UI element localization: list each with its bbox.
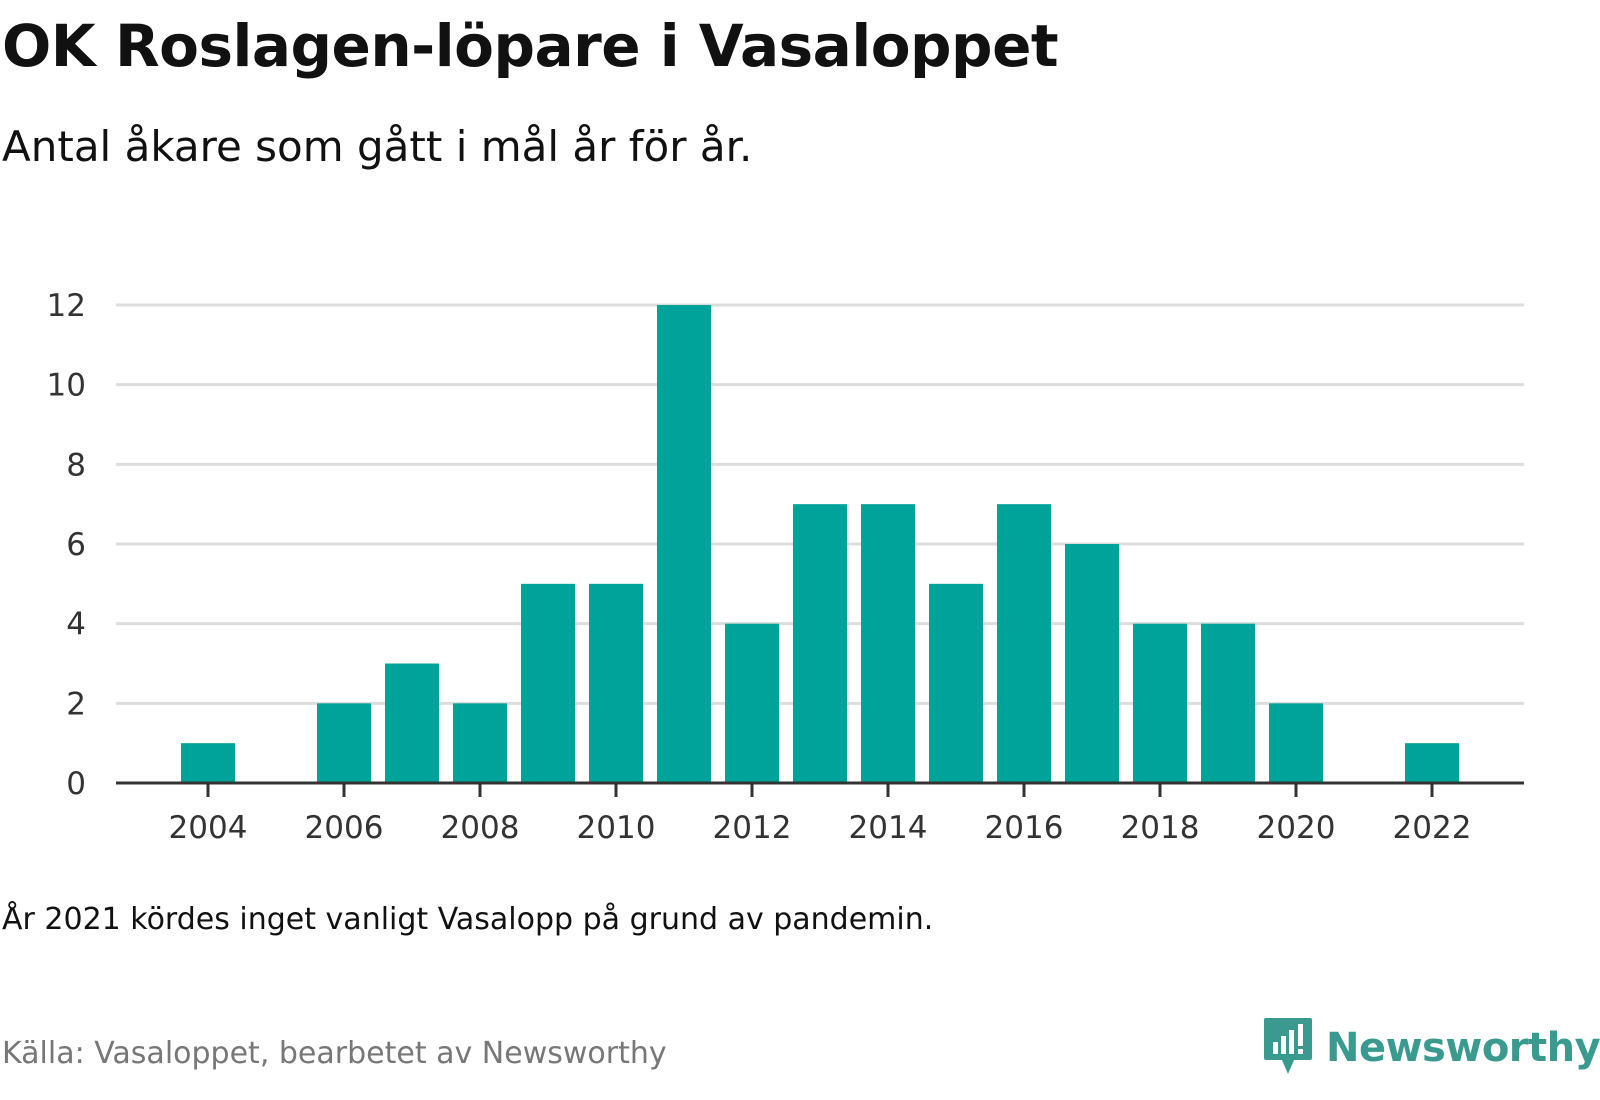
y-tick-label-4: 4 xyxy=(66,607,86,643)
x-tick-label-2006: 2006 xyxy=(305,810,384,846)
bar-2008 xyxy=(453,703,507,783)
x-tick-label-2010: 2010 xyxy=(577,810,656,846)
chart-title: OK Roslagen-löpare i Vasaloppet xyxy=(2,12,1059,80)
x-tick-label-2012: 2012 xyxy=(713,810,792,846)
y-tick-label-6: 6 xyxy=(66,527,86,563)
brand-name: Newsworthy xyxy=(1326,1025,1600,1071)
x-tick-label-2014: 2014 xyxy=(849,810,928,846)
brand-logo: Newsworthy xyxy=(1262,1016,1600,1080)
bar-2019 xyxy=(1201,623,1255,783)
bar-chart: 0 2 4 6 8 10 12 2004 2006 2008 2010 2012 2014 2016 201… xyxy=(47,288,1524,846)
bar-2015 xyxy=(929,583,983,783)
source-text: Källa: Vasaloppet, bearbetet av Newswort… xyxy=(2,1036,667,1071)
y-tick-label-2: 2 xyxy=(66,686,86,722)
bar-2012 xyxy=(725,623,779,783)
bar-2009 xyxy=(521,583,575,783)
x-tick-label-2004: 2004 xyxy=(169,810,248,846)
y-tick-label-8: 8 xyxy=(66,447,86,483)
y-tick-label-10: 10 xyxy=(47,368,86,404)
bar-2017 xyxy=(1065,544,1119,783)
bar-2014 xyxy=(861,504,915,783)
tick-labels: 0 2 4 6 8 10 12 2004 2006 2008 2010 2012 2014 2016 201… xyxy=(47,288,1472,846)
bar-2004 xyxy=(181,743,235,783)
bar-2016 xyxy=(997,504,1051,783)
bar-2013 xyxy=(793,504,847,783)
newsworthy-logo-icon xyxy=(1262,1016,1314,1080)
bar-2022 xyxy=(1405,743,1459,783)
chart-subtitle: Antal åkare som gått i mål år för år. xyxy=(2,122,753,171)
x-tick-label-2008: 2008 xyxy=(441,810,520,846)
axes xyxy=(116,781,1524,797)
y-tick-label-12: 12 xyxy=(47,288,86,324)
bars xyxy=(181,305,1459,783)
x-tick-label-2018: 2018 xyxy=(1121,810,1200,846)
bar-2011 xyxy=(657,305,711,783)
bar-2007 xyxy=(385,663,439,783)
bar-2018 xyxy=(1133,623,1187,783)
bar-2020 xyxy=(1269,703,1323,783)
y-tick-label-0: 0 xyxy=(66,766,86,802)
bar-2010 xyxy=(589,583,643,783)
x-tick-label-2020: 2020 xyxy=(1257,810,1336,846)
x-tick-label-2022: 2022 xyxy=(1393,810,1472,846)
x-tick-label-2016: 2016 xyxy=(985,810,1064,846)
footnote: År 2021 kördes inget vanligt Vasalopp på… xyxy=(2,902,934,937)
bar-2006 xyxy=(317,703,371,783)
